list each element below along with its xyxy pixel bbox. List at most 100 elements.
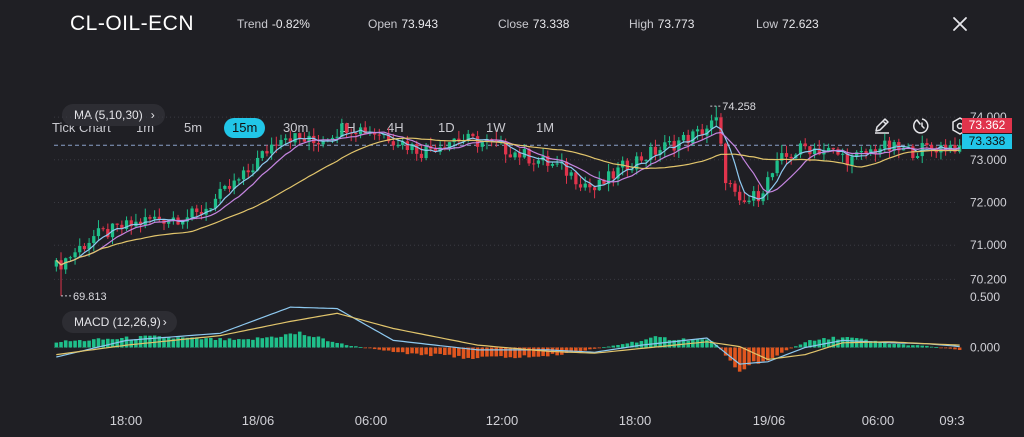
macd-histogram-bar	[115, 339, 119, 348]
macd-histogram-bar	[906, 345, 910, 348]
macd-histogram-bar	[873, 340, 878, 348]
ma10-line	[55, 131, 960, 266]
macd-histogram-bar	[911, 345, 915, 348]
macd-histogram-bar	[279, 336, 283, 348]
macd-histogram-bar	[180, 337, 185, 348]
open-label: Open	[368, 17, 398, 31]
macd-histogram-bar	[386, 347, 391, 351]
chevron-right-icon: ›	[162, 315, 167, 329]
candle-body	[148, 217, 152, 219]
macd-histogram-bar	[307, 336, 311, 348]
macd-histogram-bar	[124, 336, 129, 348]
candle-body	[274, 144, 278, 146]
close-icon[interactable]	[950, 14, 970, 34]
timeframe-1d[interactable]: 1D	[438, 120, 455, 135]
macd-histogram-bar	[836, 339, 840, 348]
candle-body	[616, 167, 620, 179]
candle-body	[504, 141, 508, 155]
macd-histogram-bar	[672, 340, 676, 348]
timeframe-1w[interactable]: 1W	[486, 120, 506, 135]
timeframe-15m[interactable]: 15m	[224, 118, 266, 138]
low-stat: Low 72.623	[756, 17, 819, 31]
x-axis-label: 18:00	[110, 413, 143, 428]
macd-histogram-bar	[316, 336, 321, 348]
candle-body	[855, 152, 859, 157]
candle-body	[859, 151, 864, 153]
macd-histogram-bar	[892, 344, 896, 348]
macd-histogram-bar	[452, 347, 456, 358]
timeframe-5m[interactable]: 5m	[184, 120, 203, 135]
macd-histogram-bar	[868, 341, 873, 348]
macd-histogram-bar	[882, 342, 887, 348]
candle-body	[387, 134, 391, 142]
high-annotation: 74.258	[722, 101, 756, 113]
macd-histogram-bar	[194, 337, 199, 348]
macd-histogram-bar	[929, 346, 934, 348]
candle-body	[391, 141, 395, 146]
candle-body	[405, 141, 410, 151]
macd-histogram-bar	[775, 347, 779, 356]
macd-histogram-bar	[901, 344, 906, 348]
candle-body	[522, 149, 527, 158]
timeframe-1mo[interactable]: 1M	[536, 120, 555, 135]
candle-body	[471, 133, 475, 137]
ma-indicator-button[interactable]: MA (5,10,30) ›	[62, 104, 165, 126]
candle-body	[822, 151, 826, 155]
macd-histogram-bar	[410, 347, 414, 354]
macd-histogram-bar	[382, 347, 386, 351]
macd-histogram-bar	[761, 347, 765, 362]
candle-body	[209, 208, 213, 210]
macd-histogram-bar	[54, 342, 59, 348]
macd-histogram-bar	[578, 347, 583, 352]
macd-histogram-bar	[265, 337, 269, 348]
candle-body	[756, 191, 761, 202]
price-axis-tick: 71.000	[970, 238, 1007, 252]
candle-body	[424, 145, 428, 159]
candle-body	[372, 132, 377, 135]
macd-histogram-bar	[705, 339, 709, 348]
candle-body	[925, 143, 929, 146]
candle-body	[251, 170, 255, 173]
macd-histogram-bar	[466, 347, 470, 358]
macd-histogram-bar	[644, 339, 648, 348]
timeframe-30m[interactable]: 30m	[283, 120, 309, 135]
pencil-icon[interactable]	[872, 116, 892, 136]
candle-body	[592, 187, 597, 191]
candle-body	[803, 143, 807, 147]
candle-body	[438, 147, 442, 152]
macd-histogram-bar	[897, 344, 901, 348]
macd-histogram-bar	[335, 342, 339, 348]
macd-histogram-bar	[120, 337, 124, 348]
candle-body	[883, 140, 887, 149]
macd-histogram-bar	[363, 347, 368, 349]
macd-histogram-bar	[508, 347, 513, 358]
macd-histogram-bar	[536, 347, 541, 357]
macd-histogram-bar	[87, 340, 91, 348]
candle-body	[789, 156, 793, 159]
timer-icon[interactable]	[912, 116, 932, 136]
timeframe-4h[interactable]: 4H	[387, 120, 404, 135]
macd-histogram-bar	[251, 339, 255, 348]
macd-histogram-bar	[92, 339, 96, 348]
macd-histogram-bar	[794, 346, 798, 348]
macd-indicator-button[interactable]: MACD (12,26,9) ›	[62, 311, 177, 333]
macd-histogram-bar	[223, 340, 227, 348]
macd-histogram-bar	[372, 347, 377, 350]
candle-body	[635, 156, 639, 170]
macd-histogram-bar	[166, 337, 171, 348]
candle-body	[494, 140, 498, 143]
macd-histogram-bar	[288, 333, 293, 348]
macd-histogram-bar	[138, 336, 143, 348]
candle-body	[644, 159, 648, 161]
signal-line	[56, 312, 960, 361]
macd-histogram-bar	[789, 347, 793, 349]
macd-histogram-bar	[143, 335, 148, 348]
macd-histogram-bar	[414, 347, 419, 354]
macd-histogram-bar	[625, 343, 630, 348]
high-stat: High 73.773	[629, 17, 694, 31]
candle-body	[747, 200, 751, 203]
candle-body	[288, 138, 292, 143]
candle-body	[82, 245, 87, 250]
macd-histogram-bar	[915, 345, 920, 348]
